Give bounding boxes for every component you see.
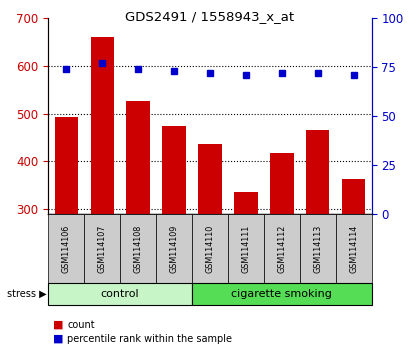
Bar [163, 126, 186, 214]
Text: GSM114114: GSM114114 [349, 224, 358, 273]
Bar [306, 130, 329, 214]
Text: percentile rank within the sample: percentile rank within the sample [67, 334, 232, 344]
Text: count: count [67, 320, 95, 330]
Bar [270, 153, 294, 214]
Text: control: control [101, 289, 139, 299]
Text: GSM114108: GSM114108 [134, 224, 143, 273]
Bar [234, 192, 257, 214]
Text: ■: ■ [52, 334, 63, 344]
Bar [198, 144, 222, 214]
Bar [91, 37, 114, 214]
Text: GSM114110: GSM114110 [205, 224, 215, 273]
Bar [55, 117, 78, 214]
Text: GDS2491 / 1558943_x_at: GDS2491 / 1558943_x_at [126, 10, 294, 23]
Text: stress ▶: stress ▶ [7, 289, 46, 299]
Text: cigarette smoking: cigarette smoking [231, 289, 332, 299]
Text: GSM114111: GSM114111 [241, 224, 250, 273]
Text: GSM114109: GSM114109 [170, 224, 178, 273]
Text: GSM114107: GSM114107 [98, 224, 107, 273]
Text: ■: ■ [52, 320, 63, 330]
Text: GSM114106: GSM114106 [62, 224, 71, 273]
Bar [342, 179, 365, 214]
Bar [126, 101, 150, 214]
Text: GSM114113: GSM114113 [313, 224, 322, 273]
Text: GSM114112: GSM114112 [277, 224, 286, 273]
